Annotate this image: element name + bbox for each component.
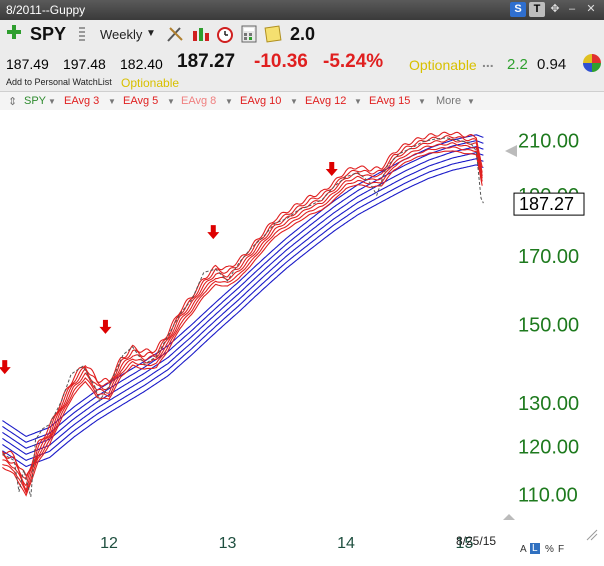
last-price-label: 187.27 xyxy=(519,194,574,214)
type-t-button[interactable]: T xyxy=(529,2,545,17)
x-tick-label: 13 xyxy=(219,535,237,552)
alarm-clock-icon[interactable] xyxy=(216,25,234,43)
footer-a[interactable]: A xyxy=(520,544,527,555)
long-ema-line-1 xyxy=(2,158,484,462)
short-ema-group xyxy=(1,131,483,497)
down-arrow-icon xyxy=(99,319,112,334)
chevron-down-icon[interactable]: ▼ xyxy=(167,97,175,106)
open-value: 187.49 xyxy=(6,56,49,72)
chevron-down-icon[interactable]: ▼ xyxy=(354,97,362,106)
y-tick-label: 210.00 xyxy=(518,130,579,152)
x-axis: 12 13 14 15 xyxy=(100,514,515,552)
study-eavg-5[interactable]: EAvg 5 xyxy=(123,95,159,107)
color-wheel-icon[interactable] xyxy=(582,53,602,73)
chevron-down-icon[interactable]: ▼ xyxy=(290,97,298,106)
price-chart[interactable]: 110.00120.00130.00150.00170.00190.00210.… xyxy=(0,95,604,561)
long-ema-line-4 xyxy=(2,140,484,443)
study-s-button[interactable]: S xyxy=(510,2,526,17)
low-value: 182.40 xyxy=(120,56,163,72)
y-axis: 110.00120.00130.00150.00170.00190.00210.… xyxy=(505,130,579,506)
chevron-down-icon[interactable]: ▼ xyxy=(48,97,56,106)
study-eavg-12[interactable]: EAvg 12 xyxy=(305,95,347,107)
chevron-down-icon[interactable]: ▼ xyxy=(225,97,233,106)
last-price-marker: 187.27 xyxy=(513,192,585,216)
y-tick-label: 150.00 xyxy=(518,315,579,337)
x-tick-label: 15 xyxy=(456,535,474,552)
long-ema-group xyxy=(2,134,484,468)
chevron-down-icon[interactable]: ▼ xyxy=(467,97,475,106)
chart-style-icon[interactable] xyxy=(192,25,210,43)
drag-handle-icon[interactable] xyxy=(78,26,86,42)
price-change: -10.36 xyxy=(254,51,308,72)
chart-toolbar: SPY Weekly ▼ 2.0 xyxy=(0,20,604,48)
optionable-label-2: Optionable xyxy=(121,76,180,90)
high-value: 197.48 xyxy=(63,56,106,72)
axis-marker-icon xyxy=(505,145,517,157)
close-icon[interactable]: ✕ xyxy=(586,3,596,15)
more-ellipsis[interactable]: ... xyxy=(482,54,494,70)
footer-l[interactable]: L xyxy=(530,543,540,554)
y-tick-label: 120.00 xyxy=(518,437,579,459)
annotation-arrows xyxy=(0,95,457,375)
value-black: 0.94 xyxy=(537,56,567,73)
down-arrow-icon xyxy=(207,225,220,240)
chevron-down-icon[interactable]: ▼ xyxy=(418,97,426,106)
optionable-label: Optionable xyxy=(409,57,477,73)
x-tick-label: 14 xyxy=(337,535,355,552)
footer-date: 8/25/15 xyxy=(456,534,497,548)
short-ema-line-0 xyxy=(2,150,483,497)
price-line xyxy=(2,137,484,497)
long-ema-line-0 xyxy=(2,164,484,468)
studies-more[interactable]: More xyxy=(436,95,462,107)
long-ema-line-3 xyxy=(2,146,484,449)
long-ema-line-2 xyxy=(2,152,484,455)
add-symbol-icon[interactable] xyxy=(6,24,22,40)
short-ema-line-5 xyxy=(1,131,483,478)
price-change-pct: -5.24% xyxy=(323,51,384,72)
note-icon[interactable] xyxy=(264,25,282,43)
study-eavg-3[interactable]: EAvg 3 xyxy=(64,95,100,107)
window-title-bar: 8/2011--Guppy S T ✥ – ✕ xyxy=(0,0,604,20)
quote-bar: 187.49 197.48 182.40 187.27 -10.36 -5.24… xyxy=(0,48,604,92)
window-title: 8/2011--Guppy xyxy=(6,3,86,17)
value-green: 2.2 xyxy=(507,56,528,73)
short-ema-line-3 xyxy=(2,138,483,487)
study-eavg-8[interactable]: EAvg 8 xyxy=(181,95,217,107)
chart-canvas[interactable]: 110.00120.00130.00150.00170.00190.00210.… xyxy=(0,95,604,561)
chevron-down-icon[interactable]: ▼ xyxy=(108,97,116,106)
studies-drag-icon[interactable]: ⇕ xyxy=(8,96,18,108)
chevron-down-icon[interactable]: ▼ xyxy=(146,28,156,39)
down-arrow-icon xyxy=(325,161,338,176)
study-eavg-10[interactable]: EAvg 10 xyxy=(240,95,282,107)
tools-icon[interactable] xyxy=(166,25,184,43)
study-eavg-15[interactable]: EAvg 15 xyxy=(369,95,411,107)
add-watchlist-link[interactable]: Add to Personal WatchList xyxy=(6,77,112,87)
toolbar-value: 2.0 xyxy=(290,24,316,44)
y-tick-label: 130.00 xyxy=(518,393,579,415)
minimize-icon[interactable]: – xyxy=(568,3,576,15)
y-tick-label: 170.00 xyxy=(518,246,579,268)
short-ema-line-1 xyxy=(2,146,483,494)
move-icon[interactable]: ✥ xyxy=(550,3,560,15)
down-arrow-icon xyxy=(0,360,11,375)
symbol-label[interactable]: SPY xyxy=(30,24,67,44)
studies-bar: ⇕ SPY ▼ EAvg 3 ▼ EAvg 5 ▼ EAvg 8 ▼ EAvg … xyxy=(0,92,604,110)
y-tick-label: 110.00 xyxy=(518,484,578,506)
last-price: 187.27 xyxy=(177,51,236,72)
resize-grip-icon[interactable] xyxy=(585,528,599,542)
footer-pct[interactable]: % xyxy=(545,544,554,555)
axis-marker-icon xyxy=(503,514,515,520)
short-ema-line-4 xyxy=(1,135,483,481)
study-spy[interactable]: SPY xyxy=(24,95,47,107)
short-ema-line-2 xyxy=(2,142,483,492)
calculator-icon[interactable] xyxy=(240,25,258,43)
price-series-group xyxy=(2,137,484,497)
period-select[interactable]: Weekly xyxy=(100,27,143,42)
x-tick-label: 12 xyxy=(100,535,118,552)
footer-f[interactable]: F xyxy=(558,544,565,555)
last-price-box xyxy=(513,192,585,216)
